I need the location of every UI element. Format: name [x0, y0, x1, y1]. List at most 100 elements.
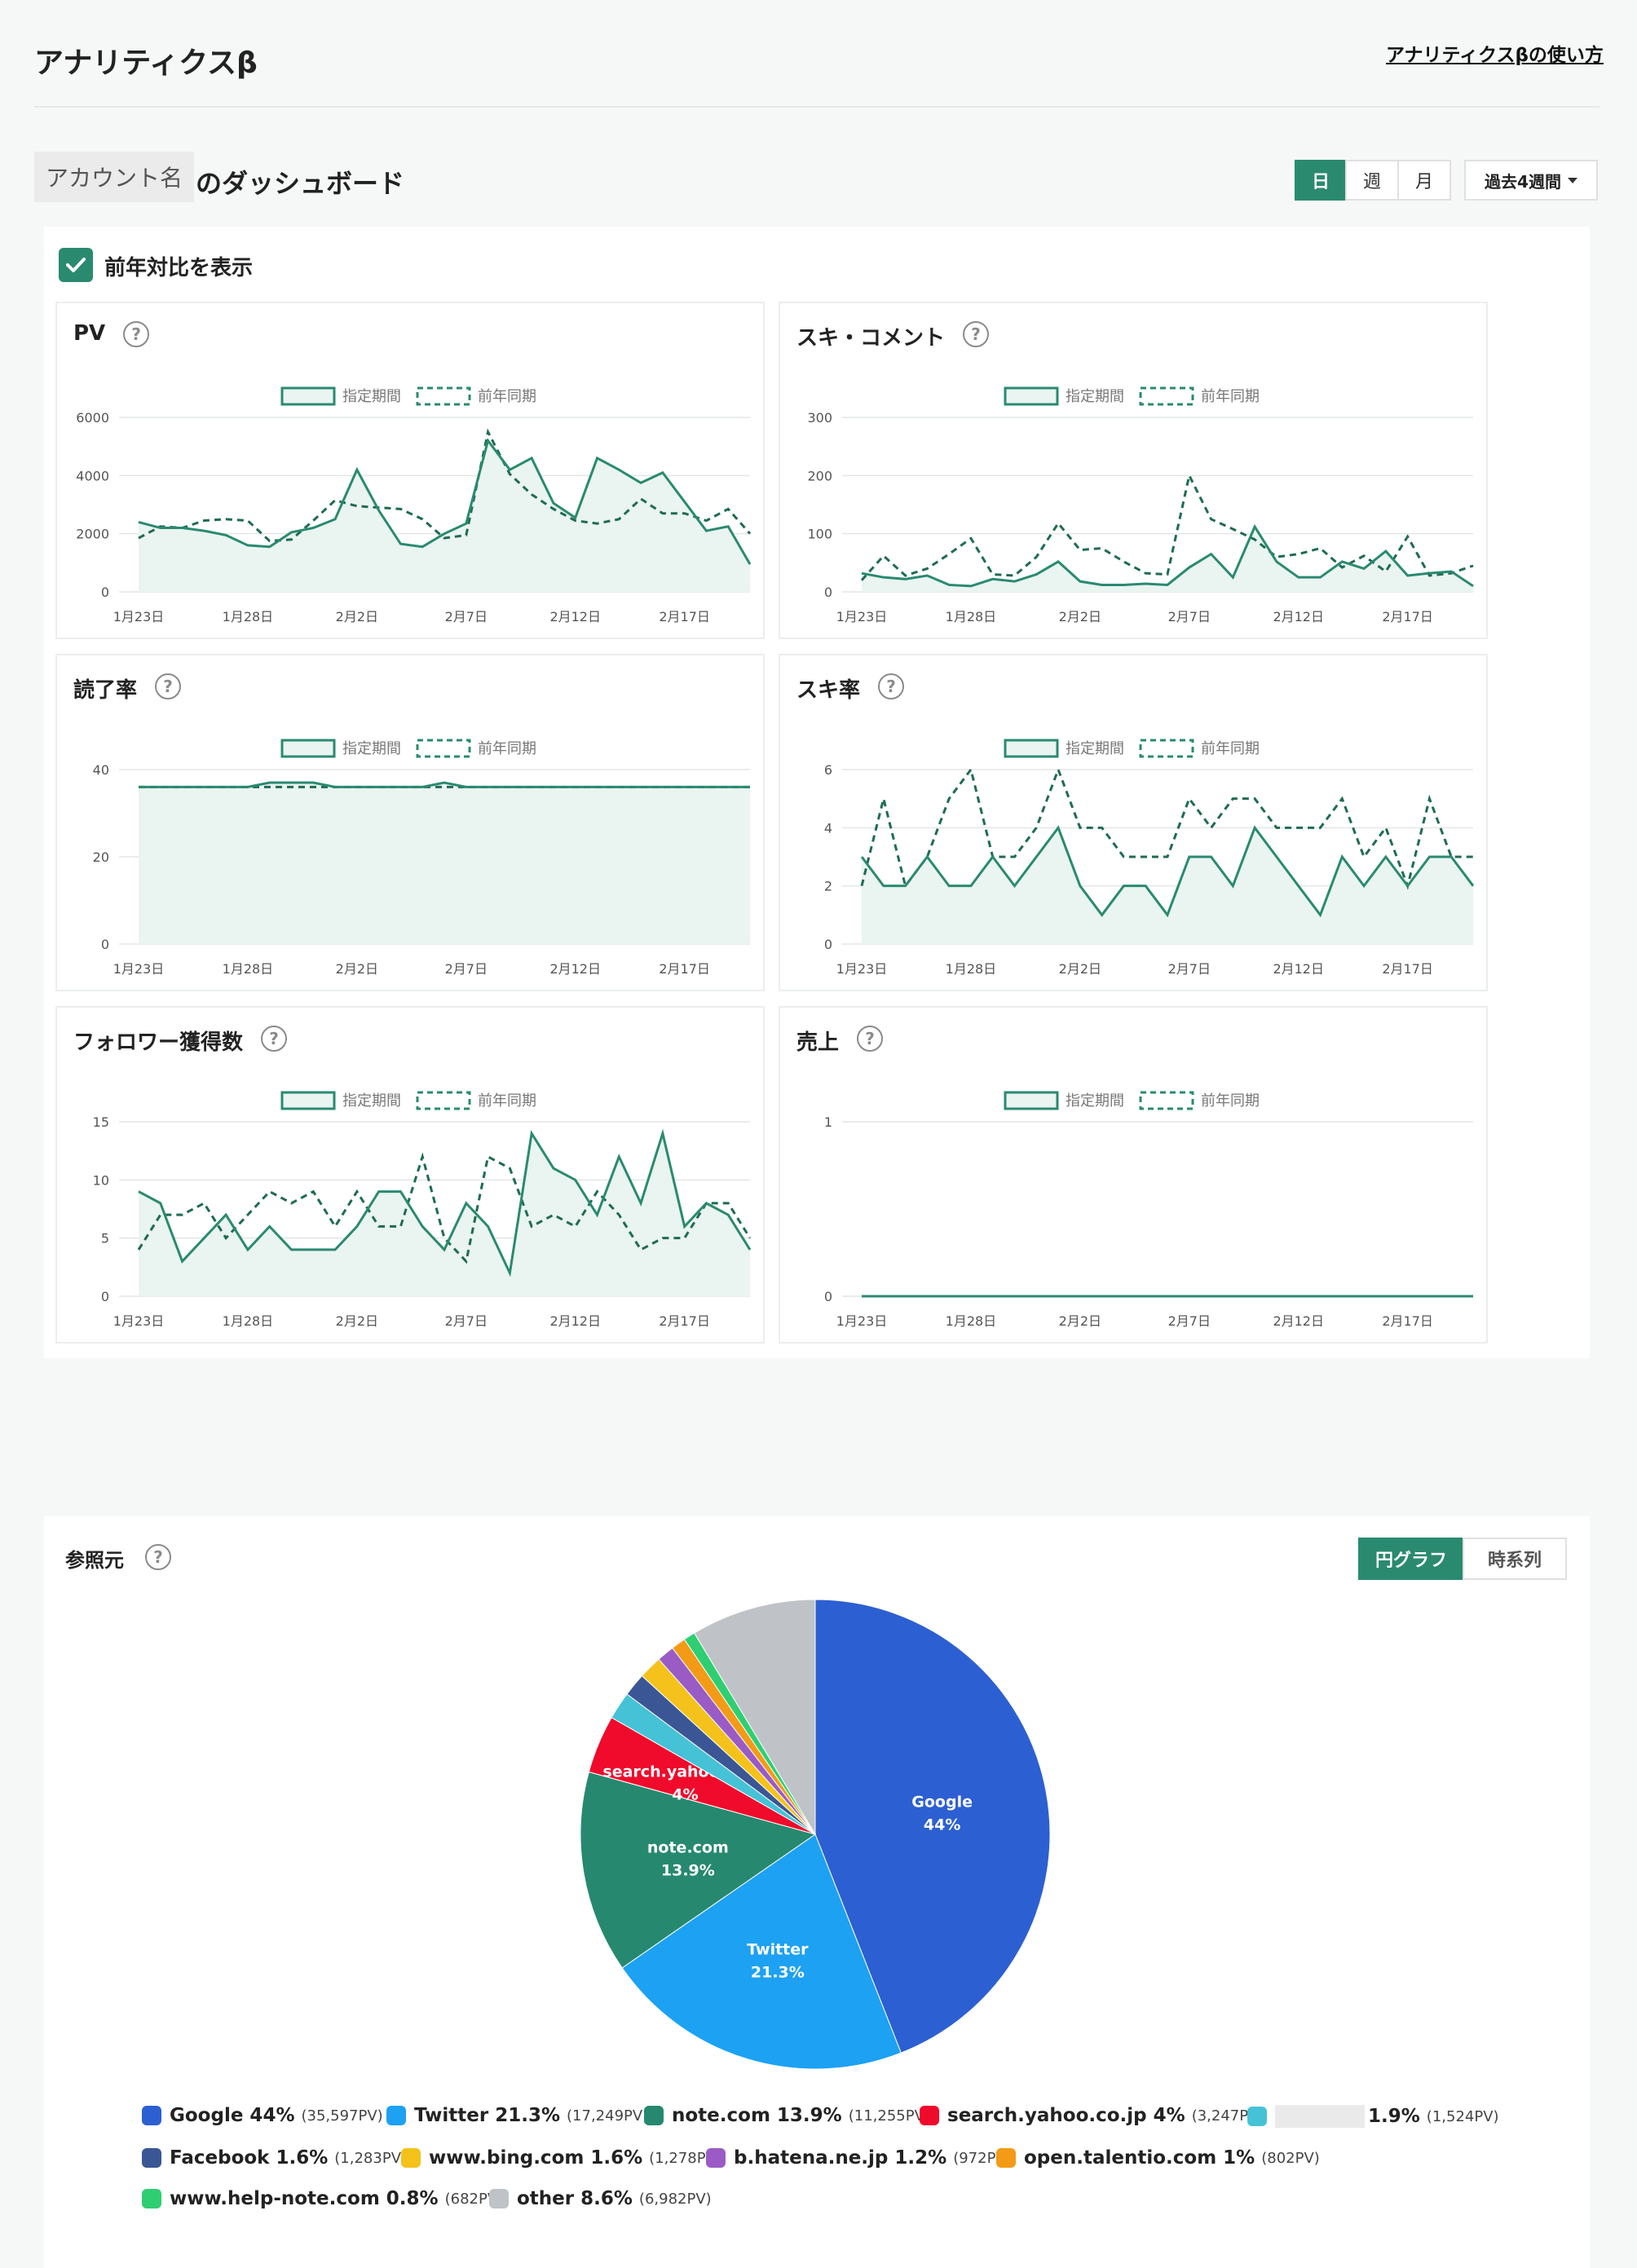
header-divider: [34, 106, 1599, 108]
current-area: [862, 527, 1473, 592]
y-tick-label: 0: [824, 937, 832, 952]
previous-line: [860, 766, 1473, 890]
pie-legend-item[interactable]: www.bing.com 1.6% (1,278PV): [401, 2147, 721, 2169]
x-tick-label: 1月28日: [223, 609, 274, 624]
current-line: [138, 438, 752, 565]
check-icon: [66, 258, 86, 272]
y-tick-label: 0: [824, 1289, 832, 1304]
legend-name: other 8.6%: [517, 2188, 633, 2209]
help-icon[interactable]: ?: [155, 673, 182, 699]
x-tick-label: 1月23日: [113, 961, 165, 977]
legend-swatch: [142, 2189, 161, 2208]
dashboard-title: のダッシュボード: [196, 168, 405, 199]
current-area: [139, 440, 750, 592]
legend-pv: (11,255PV): [848, 2107, 930, 2125]
y-tick-label: 6000: [76, 410, 109, 426]
x-tick-label: 2月12日: [549, 961, 601, 977]
x-tick-label: 2月12日: [549, 1313, 601, 1329]
chart-legend: 指定期間 前年同期: [1004, 386, 1260, 406]
legend-current-label: 指定期間: [1066, 740, 1124, 757]
chart-title: フォロワー獲得数: [73, 1030, 244, 1055]
pie-legend-item[interactable]: Google 44% (35,597PV): [142, 2105, 383, 2126]
pie-slice[interactable]: [814, 1599, 1051, 2054]
x-tick-label: 2月12日: [1273, 961, 1324, 977]
legend-name: www.help-note.com 0.8%: [170, 2188, 439, 2209]
help-icon[interactable]: ?: [261, 1026, 288, 1052]
pie-legend-item[interactable]: open.talentio.com 1% (802PV): [996, 2147, 1320, 2169]
legend-previous-label: 前年同期: [1201, 740, 1260, 757]
y-tick-label: 0: [824, 585, 832, 600]
y-tick-label: 40: [93, 762, 109, 778]
legend-swatch: [489, 2189, 509, 2208]
x-tick-label: 1月28日: [946, 961, 997, 977]
timeseries-toggle[interactable]: 時系列: [1463, 1538, 1567, 1580]
legend-previous-swatch: [416, 1091, 471, 1110]
help-icon[interactable]: ?: [123, 321, 150, 347]
period-day-button[interactable]: 日: [1295, 160, 1347, 201]
pie-slice-name: note.com: [647, 1839, 729, 1857]
help-icon[interactable]: ?: [963, 321, 990, 347]
pie-legend-item[interactable]: Twitter 21.3% (17,249PV): [386, 2105, 648, 2126]
pie-slice-pct: 44%: [924, 1816, 960, 1834]
chart-card-followers: フォロワー獲得数 指定期間 前年同期 0 5 10 15 1月23日 1月28日 2月2日 2月7日…: [55, 1006, 765, 1344]
pie-legend-item[interactable]: other 8.6% (6,982PV): [489, 2188, 712, 2209]
y-tick-label: 20: [93, 849, 109, 865]
legend-pv: (1,283PV): [334, 2149, 408, 2167]
y-tick-label: 300: [807, 410, 832, 426]
x-tick-label: 2月17日: [659, 961, 710, 977]
pie-slice[interactable]: [621, 1833, 902, 2070]
pie-slice-pct: 21.3%: [751, 1964, 805, 1982]
period-week-button[interactable]: 週: [1345, 160, 1399, 201]
legend-pv: (35,597PV): [301, 2107, 383, 2125]
x-tick-label: 2月12日: [549, 609, 601, 624]
legend-current-swatch: [1004, 1091, 1059, 1110]
period-month-button[interactable]: 月: [1397, 160, 1451, 201]
legend-swatch: [644, 2106, 664, 2125]
current-area: [139, 783, 750, 944]
pie-legend-item[interactable]: www.help-note.com 0.8% (682PV): [142, 2188, 503, 2209]
pie-legend-item[interactable]: search.yahoo.co.jp 4% (3,247PV): [920, 2105, 1264, 2126]
x-tick-label: 2月2日: [336, 1313, 378, 1329]
help-icon[interactable]: ?: [857, 1026, 884, 1052]
pie-legend-item[interactable]: 1.9% (1,524PV): [1247, 2105, 1499, 2128]
pie-legend-item[interactable]: b.hatena.ne.jp 1.2% (972PV): [706, 2147, 1012, 2169]
period-range-label: 過去4週間: [1485, 171, 1561, 192]
help-link[interactable]: アナリティクスβの使い方: [1386, 45, 1604, 66]
y-tick-label: 0: [101, 937, 109, 952]
current-line: [861, 523, 1474, 588]
x-tick-label: 2月17日: [1382, 961, 1433, 977]
pie-legend-item[interactable]: Facebook 1.6% (1,283PV): [142, 2147, 407, 2169]
x-tick-label: 1月23日: [113, 1313, 165, 1329]
legend-current-swatch: [1004, 739, 1059, 758]
chart-legend: 指定期間 前年同期: [280, 739, 536, 758]
current-line: [860, 825, 1475, 918]
legend-pv: (1,524PV): [1426, 2107, 1499, 2125]
pie-slice[interactable]: [694, 1599, 816, 1836]
x-tick-label: 2月7日: [1168, 609, 1211, 624]
chart-legend: 指定期間 前年同期: [280, 386, 536, 406]
legend-pv: (802PV): [1261, 2149, 1320, 2167]
current-line: [139, 781, 750, 788]
legend-current-label: 指定期間: [1066, 388, 1124, 405]
legend-name: open.talentio.com 1%: [1024, 2147, 1255, 2169]
help-icon[interactable]: ?: [878, 673, 905, 699]
legend-current-label: 指定期間: [342, 388, 401, 405]
pie-legend-item[interactable]: note.com 13.9% (11,255PV): [644, 2105, 930, 2126]
legend-name: Google 44%: [170, 2105, 295, 2126]
legend-swatch: [142, 2148, 161, 2168]
period-range-dropdown[interactable]: 過去4週間: [1464, 160, 1598, 201]
legend-pv: (6,982PV): [638, 2190, 712, 2208]
x-tick-label: 2月12日: [1273, 609, 1324, 624]
legend-previous-label: 前年同期: [478, 388, 536, 405]
legend-pv: (1,278PV): [649, 2149, 721, 2167]
pie-chart-toggle[interactable]: 円グラフ: [1358, 1538, 1464, 1580]
legend-swatch: [920, 2106, 939, 2125]
previous-line: [138, 428, 752, 543]
x-tick-label: 2月17日: [659, 609, 710, 624]
legend-swatch: [706, 2148, 726, 2168]
pie-slice[interactable]: [580, 1771, 817, 1969]
legend-name: Facebook 1.6%: [170, 2147, 329, 2169]
help-icon[interactable]: ?: [145, 1544, 171, 1570]
chart-title: スキ率: [796, 678, 861, 703]
yoy-checkbox[interactable]: [59, 248, 93, 282]
